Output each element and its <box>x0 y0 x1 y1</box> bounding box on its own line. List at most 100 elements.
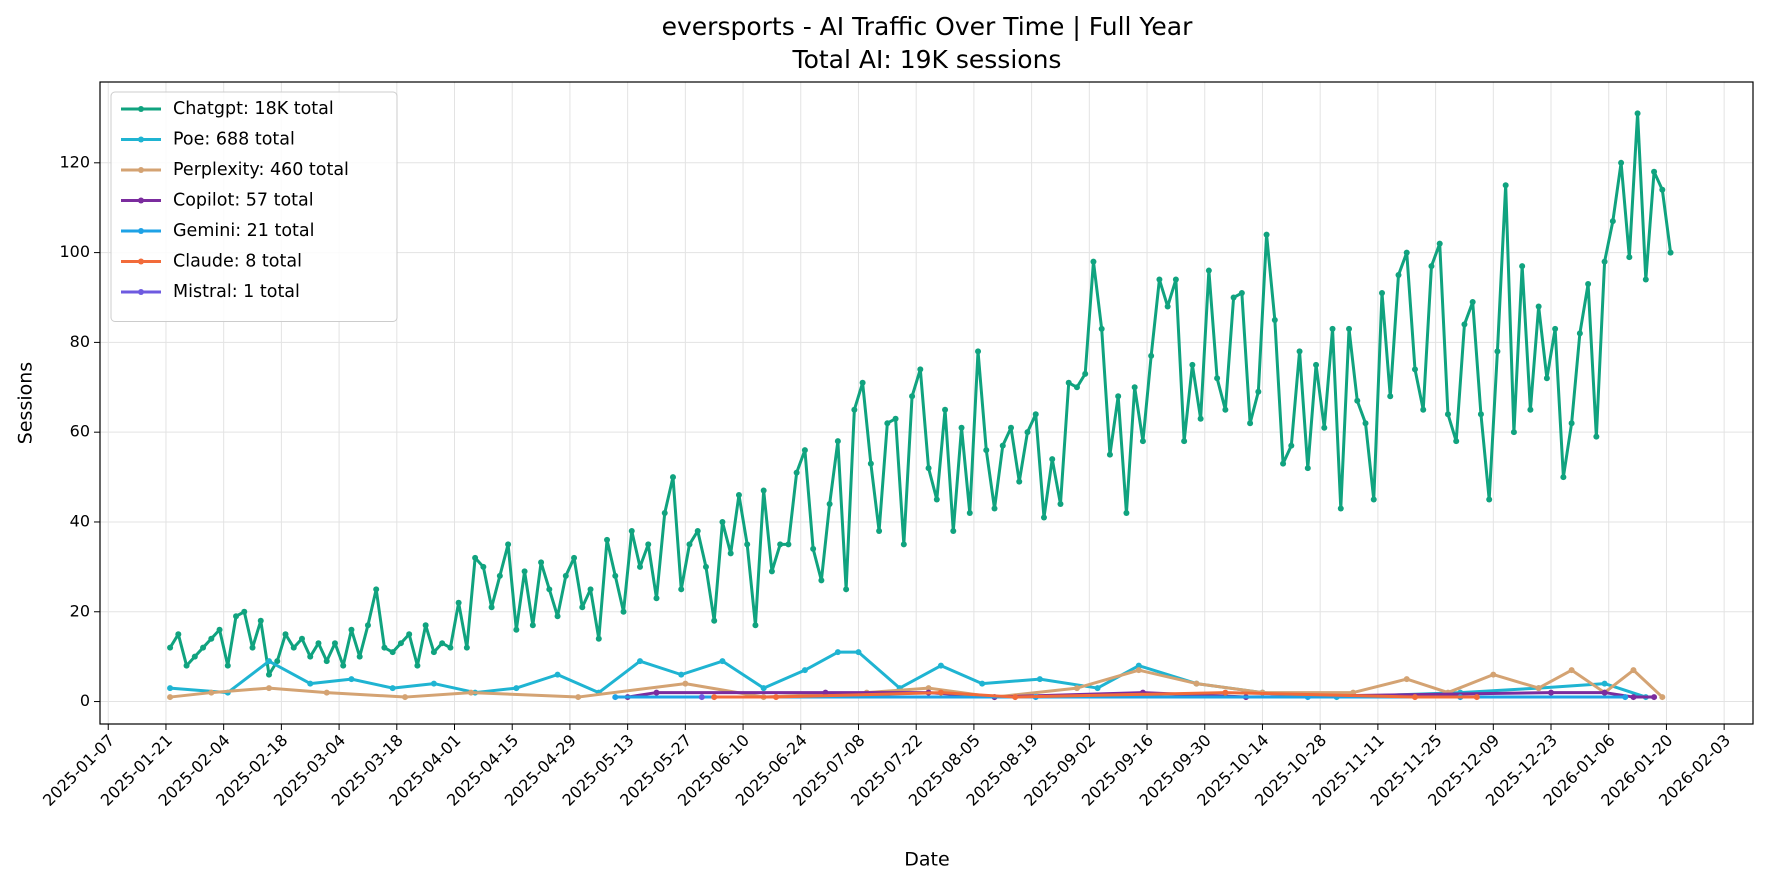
data-point <box>208 689 215 696</box>
legend-marker <box>138 197 144 204</box>
data-point <box>711 694 718 701</box>
series <box>711 689 1480 701</box>
data-point <box>1247 420 1254 427</box>
data-point <box>1036 676 1043 683</box>
data-point <box>1222 406 1229 413</box>
data-point <box>348 676 355 683</box>
data-point <box>628 527 635 534</box>
data-point <box>1040 514 1047 521</box>
data-point <box>1461 321 1468 328</box>
data-point <box>991 505 998 512</box>
data-point <box>1263 231 1270 238</box>
data-point <box>1634 110 1641 117</box>
data-point <box>1362 420 1369 427</box>
data-point <box>1230 294 1237 301</box>
data-point <box>773 694 780 701</box>
data-point <box>554 613 561 620</box>
data-point <box>1098 325 1105 332</box>
data-point <box>999 442 1006 449</box>
data-point <box>1304 465 1311 472</box>
data-point <box>575 694 582 701</box>
data-point <box>1073 384 1080 391</box>
data-point <box>546 586 553 593</box>
data-point <box>1370 496 1377 503</box>
data-point <box>1255 388 1262 395</box>
data-point <box>1576 330 1583 337</box>
data-point <box>1016 478 1023 485</box>
data-point <box>975 348 982 355</box>
legend-box <box>110 91 398 322</box>
data-point <box>167 644 174 651</box>
y-tick-label: 20 <box>70 601 90 620</box>
legend-marker <box>138 289 144 295</box>
data-point <box>1535 303 1542 310</box>
chart-title: eversports - AI Traffic Over Time | Full… <box>662 12 1193 41</box>
legend-marker <box>138 258 144 265</box>
data-point <box>364 622 371 629</box>
legend-label: Perplexity: 460 total <box>173 160 349 180</box>
data-point <box>233 613 240 620</box>
y-tick-label: 40 <box>70 511 90 530</box>
data-point <box>1609 218 1616 225</box>
data-point <box>1379 290 1386 297</box>
data-point <box>1630 694 1637 701</box>
data-point <box>1618 159 1625 166</box>
data-point <box>587 586 594 593</box>
data-point <box>760 685 767 692</box>
data-point <box>1490 671 1497 678</box>
legend-marker <box>138 228 144 234</box>
data-point <box>1651 168 1658 175</box>
data-point <box>1494 348 1501 355</box>
data-point <box>1387 393 1394 400</box>
data-point <box>735 492 742 499</box>
data-point <box>1630 667 1637 674</box>
data-point <box>1106 451 1113 458</box>
data-point <box>892 415 899 422</box>
data-point <box>702 563 709 570</box>
data-point <box>612 694 619 701</box>
data-point <box>1548 689 1555 696</box>
data-point <box>604 536 611 543</box>
data-point <box>682 680 689 687</box>
data-point <box>1403 676 1410 683</box>
data-point <box>356 653 363 660</box>
y-axis-label: Sessions <box>15 362 37 444</box>
data-point <box>1288 442 1295 449</box>
data-point <box>818 577 825 584</box>
data-point <box>554 671 561 678</box>
data-point <box>1568 420 1575 427</box>
data-point <box>257 617 264 624</box>
data-point <box>1651 694 1658 701</box>
data-point <box>1313 361 1320 368</box>
data-point <box>472 554 479 561</box>
data-point <box>867 460 874 467</box>
data-point <box>348 626 355 633</box>
data-point <box>1189 361 1196 368</box>
legend-label: Claude: 8 total <box>173 252 302 272</box>
data-point <box>463 644 470 651</box>
data-point <box>1156 276 1163 283</box>
data-point <box>1321 424 1328 431</box>
data-point <box>876 527 883 534</box>
data-point <box>1094 685 1101 692</box>
data-point <box>1065 379 1072 386</box>
data-point <box>810 545 817 552</box>
data-point <box>467 689 474 696</box>
data-point <box>801 447 808 454</box>
data-point <box>397 640 404 647</box>
data-point <box>389 649 396 656</box>
data-point <box>200 644 207 651</box>
data-point <box>266 685 273 692</box>
data-point <box>1510 429 1517 436</box>
data-point <box>381 644 388 651</box>
data-point <box>900 541 907 548</box>
data-point <box>1222 689 1229 696</box>
data-point <box>1411 366 1418 373</box>
legend-marker <box>138 136 144 143</box>
y-tick-label: 0 <box>80 691 90 710</box>
data-point <box>1436 240 1443 247</box>
data-point <box>1346 325 1353 332</box>
data-point <box>266 658 273 665</box>
data-point <box>777 541 784 548</box>
